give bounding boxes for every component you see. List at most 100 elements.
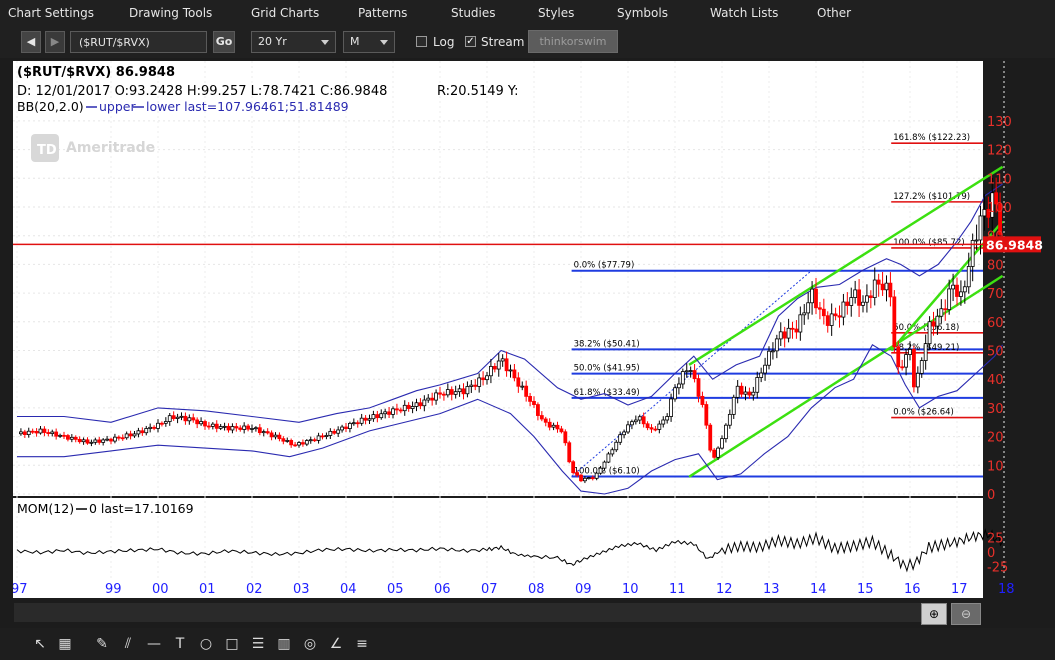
aggregation-select[interactable]: M: [343, 31, 395, 53]
chart-area[interactable]: 0.0% ($77.79) 38.2% ($50.41) 50.0% ($41.95…: [13, 61, 1055, 601]
y-tick-label: 10: [987, 459, 1004, 474]
chevron-down-icon: [380, 40, 388, 45]
candle-body: [923, 343, 928, 361]
candle-body: [398, 409, 403, 412]
candle-body: [896, 346, 901, 368]
back-arrow-icon[interactable]: ◀: [21, 31, 41, 53]
menu-patterns[interactable]: Patterns: [358, 6, 408, 20]
candle-body: [841, 301, 846, 318]
zoom-in-icon[interactable]: ⊕: [921, 603, 947, 625]
candle-body: [986, 209, 991, 218]
candle-body: [990, 192, 995, 218]
rectangle-icon[interactable]: □: [225, 636, 239, 652]
candle-body: [747, 391, 752, 396]
candle-body: [853, 289, 858, 298]
candle-body: [265, 431, 270, 434]
zoom-out-icon[interactable]: ⊖: [951, 603, 981, 625]
x-tick-label: 15: [857, 582, 874, 597]
candle-body: [167, 415, 172, 422]
mom-tick-label: 25: [987, 532, 1004, 547]
candle-body: [528, 395, 532, 402]
candle-body: [829, 313, 834, 326]
candle-body: [273, 434, 278, 438]
td-logo-text: TD: [37, 143, 57, 158]
candle-body: [438, 392, 442, 395]
candle-body: [880, 283, 885, 291]
text-tool-icon[interactable]: T: [175, 636, 185, 652]
symbol-input[interactable]: [70, 31, 207, 53]
bollinger-upper-line: [17, 183, 1003, 423]
fan-icon[interactable]: ◎: [303, 636, 317, 652]
fib-level-label: 50.0% ($41.95): [574, 364, 640, 374]
candle-body: [77, 438, 82, 443]
candle-body: [42, 428, 47, 433]
candle-body: [175, 416, 180, 419]
candle-body: [351, 422, 356, 425]
candle-body: [230, 426, 235, 431]
candle-body: [712, 449, 717, 458]
lines-icon[interactable]: ≡: [356, 636, 368, 652]
candle-body: [821, 308, 826, 317]
menu-grid-charts[interactable]: Grid Charts: [251, 6, 320, 20]
candle-body: [481, 377, 485, 381]
candle-body: [422, 399, 427, 407]
candle-body: [101, 439, 106, 443]
candle-body: [128, 433, 133, 437]
candle-body: [512, 369, 517, 379]
gann-icon[interactable]: ▥: [277, 636, 291, 652]
candle-body: [160, 422, 164, 425]
fibonacci-icon[interactable]: ☰: [251, 636, 265, 652]
candle-body: [257, 427, 262, 434]
candle-body: [590, 477, 595, 480]
log-checkbox[interactable]: [416, 36, 427, 47]
mom-line: [16, 528, 1004, 573]
menu-symbols[interactable]: Symbols: [617, 6, 668, 20]
candle-body: [449, 389, 454, 395]
candle-body: [626, 424, 630, 433]
candle-body: [888, 282, 893, 298]
menu-styles[interactable]: Styles: [538, 6, 575, 20]
candle-body: [254, 427, 258, 430]
forward-arrow-icon[interactable]: ▶: [45, 31, 65, 53]
candle-body: [818, 307, 822, 310]
menu-other[interactable]: Other: [817, 6, 852, 20]
angle-icon[interactable]: ∠: [329, 636, 343, 652]
menu-watch-lists[interactable]: Watch Lists: [710, 6, 779, 20]
candle-body: [371, 414, 376, 420]
candle-body: [395, 408, 399, 411]
mom-tick-label: -25: [987, 561, 1008, 576]
go-button[interactable]: Go: [213, 31, 235, 53]
candle-body: [579, 474, 583, 482]
menu-drawing-tools[interactable]: Drawing Tools: [129, 6, 213, 20]
period-select[interactable]: 20 Yr: [251, 31, 336, 53]
candle-body: [677, 383, 681, 389]
candle-body: [908, 349, 912, 355]
candle-body: [19, 431, 23, 435]
candle-body: [285, 440, 290, 442]
menu-chart-settings[interactable]: Chart Settings: [8, 6, 95, 20]
candle-body: [653, 428, 658, 431]
horizontal-line-icon[interactable]: —: [147, 636, 161, 652]
candle-body: [704, 404, 709, 426]
menu-studies[interactable]: Studies: [451, 6, 496, 20]
candle-body: [630, 421, 634, 426]
candle-body: [665, 416, 670, 421]
candle-body: [496, 360, 501, 370]
y-tick-label: 110: [987, 172, 1012, 187]
candle-body: [927, 321, 932, 345]
candle-body: [955, 284, 959, 297]
candle-body: [849, 297, 854, 306]
candle-body: [144, 428, 149, 434]
x-tick-label: 17: [951, 582, 968, 597]
stream-checkbox[interactable]: ✓: [465, 36, 476, 47]
cursor-icon[interactable]: ↖: [34, 636, 46, 652]
pencil-icon[interactable]: ✎: [96, 636, 108, 652]
candle-body: [943, 308, 948, 311]
parallel-lines-icon[interactable]: ⫽: [124, 636, 132, 652]
ellipse-icon[interactable]: ○: [199, 636, 213, 652]
candle-body: [477, 377, 482, 387]
scrollbar-track[interactable]: [14, 603, 921, 622]
candle-body: [680, 371, 685, 385]
grid-icon[interactable]: ▦: [58, 636, 72, 652]
y-tick-label: 100: [987, 201, 1012, 216]
